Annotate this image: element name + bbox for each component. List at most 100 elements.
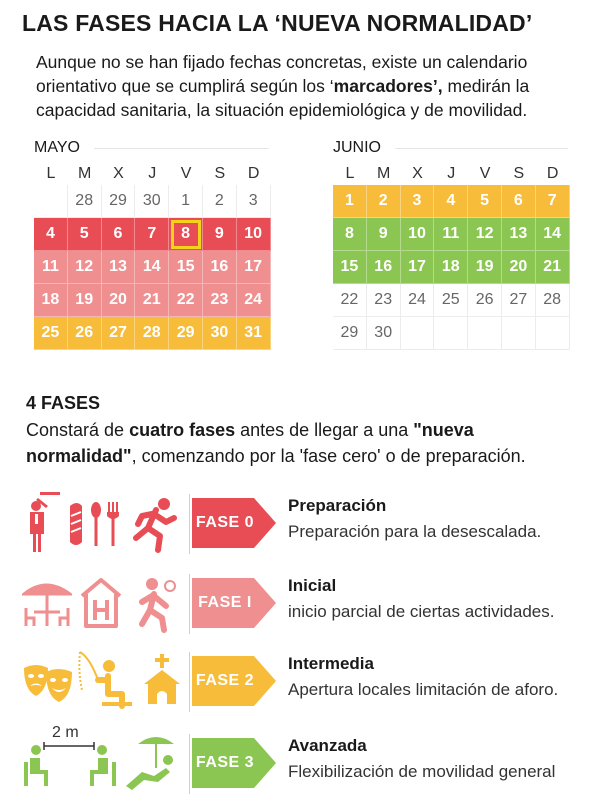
phase-description: Apertura locales limitación de aforo.	[288, 680, 559, 699]
calendar-day: 16	[202, 251, 237, 284]
phase-arrow	[192, 738, 276, 788]
calendar-day: 15	[333, 251, 367, 284]
phase-name: Inicial	[288, 576, 337, 595]
divider	[189, 574, 190, 634]
calendar-day: 10	[400, 218, 435, 251]
desc-part: antes de llegar a una	[235, 420, 414, 440]
calendar-day: 25	[434, 284, 469, 317]
calendar-blank-cell	[34, 185, 68, 218]
phase-description: Flexibilización de movilidad general	[288, 762, 556, 781]
phase-label: FASE I	[198, 594, 252, 611]
calendar-day: 19	[67, 284, 102, 317]
calendar-blank-cell	[468, 317, 502, 350]
calendar-day: 28	[535, 284, 570, 317]
calendar-day: 15	[169, 251, 203, 284]
weekday-label: X	[113, 165, 124, 182]
calendar-day: 11	[434, 218, 469, 251]
phases-description: Constará de cuatro fases antes de llegar…	[26, 417, 586, 469]
phase-row-3: 2 m FASE 3 Avanzada Flexibilización de m…	[0, 724, 603, 802]
calendar-day: 18	[434, 251, 469, 284]
calendar-day: 26	[468, 284, 502, 317]
divider	[395, 148, 568, 149]
calendar-day: 23	[202, 284, 237, 317]
phase-description: inicio parcial de ciertas actividades.	[288, 602, 555, 621]
weekday-label: S	[513, 165, 525, 182]
intro-text: Aunque no se han fijado fechas concretas…	[36, 50, 591, 122]
phase-name: Avanzada	[288, 736, 367, 755]
calendar-day: 10	[236, 218, 271, 251]
phase-icons	[22, 572, 187, 636]
calendar-day: 2	[366, 185, 401, 218]
phase-arrow	[192, 656, 276, 706]
terrace-icon	[22, 583, 72, 626]
calendar-day: 30	[135, 185, 170, 218]
phase-name: Intermedia	[288, 654, 374, 673]
intro-bold: marcadores’,	[333, 76, 443, 96]
calendar-day: 16	[366, 251, 401, 284]
phase-label: FASE 2	[195, 672, 255, 689]
calendar-day: 4	[434, 185, 469, 218]
weekday-label: J	[148, 165, 157, 182]
distance-icon	[24, 742, 116, 786]
phases-heading: 4 FASES	[26, 393, 101, 413]
calendar-day: 22	[333, 284, 367, 317]
weekday-label: V	[180, 165, 192, 182]
calendar-day: 5	[468, 185, 502, 218]
calendar-day: 1	[169, 185, 203, 218]
calendar-day: 9	[202, 218, 237, 251]
sport-icon	[139, 578, 176, 633]
phase-icons: 2 m	[22, 724, 187, 796]
waiter-icon	[30, 492, 60, 552]
calendar-day: 1	[333, 185, 367, 218]
calendar-day: 6	[101, 218, 136, 251]
phase-arrow	[192, 498, 276, 548]
runner-icon	[133, 498, 177, 553]
calendar-day: 30	[366, 317, 401, 350]
calendar-day: 19	[468, 251, 502, 284]
calendar-day: 8	[333, 218, 367, 251]
calendar-day: 13	[101, 251, 136, 284]
desc-bold: cuatro fases	[129, 420, 236, 440]
fishing-icon	[78, 651, 132, 709]
beach-icon	[126, 737, 174, 790]
calendar-day: 23	[366, 284, 401, 317]
calendar-day: 21	[535, 251, 570, 284]
calendar-day: 20	[101, 284, 136, 317]
weekday-label: D	[546, 165, 559, 182]
calendar-day: 29	[333, 317, 367, 350]
calendar-day: 18	[34, 284, 68, 317]
cutlery-icon	[70, 502, 119, 546]
calendar-day: 5	[67, 218, 102, 251]
calendar-grid: 1 2 3 4 5 6 7 8 9 10 11 12 13 14 15 16 17 18 19 20 21 22 23 24 2…	[333, 185, 570, 350]
calendar-day-today: 8	[169, 218, 203, 251]
calendar-day: 28	[67, 185, 102, 218]
divider	[189, 734, 190, 794]
phase-description: Preparación para la desescalada.	[288, 522, 542, 541]
weekday-label: X	[412, 165, 423, 182]
calendar-day: 24	[236, 284, 271, 317]
phase-row-0: FASE 0 Preparación Preparación para la d…	[0, 492, 603, 562]
calendar-day: 14	[135, 251, 170, 284]
church-icon	[144, 654, 180, 704]
phase-icons	[22, 650, 187, 714]
phase-row-2: FASE 2 Intermedia Apertura locales limit…	[0, 650, 603, 720]
phase-label: FASE 3	[195, 754, 255, 771]
calendar-day: 7	[535, 185, 570, 218]
calendar-day: 28	[135, 317, 170, 350]
month-name: JUNIO	[333, 139, 381, 156]
phase-arrow	[192, 578, 276, 628]
calendar-day: 27	[501, 284, 536, 317]
weekday-label: D	[247, 165, 260, 182]
calendar-day: 17	[400, 251, 435, 284]
phase-name: Preparación	[288, 496, 387, 515]
calendar-day: 29	[169, 317, 203, 350]
phase-label: FASE 0	[195, 514, 255, 531]
weekday-label: M	[377, 165, 391, 182]
calendar-day: 30	[202, 317, 237, 350]
calendar-day: 25	[34, 317, 68, 350]
weekday-label: M	[78, 165, 92, 182]
intro-text-part: Aunque no se han fijado fechas concretas…	[36, 52, 528, 96]
weekday-label: V	[479, 165, 491, 182]
calendar-day: 11	[34, 251, 68, 284]
hotel-icon	[80, 578, 122, 628]
